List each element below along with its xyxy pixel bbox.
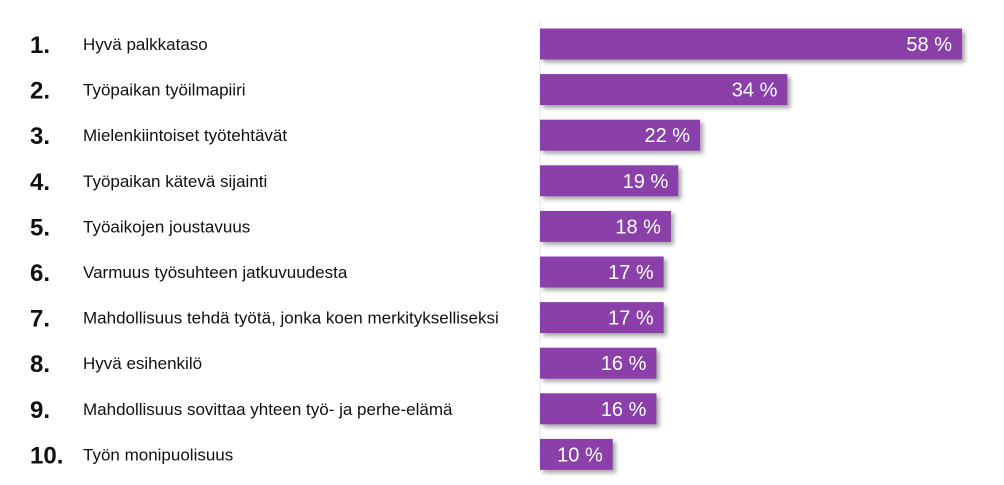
data-label: 22 % [644,125,690,147]
data-label: 17 % [608,308,654,330]
rank-number: 5. [30,214,50,241]
category-label: Työn monipuolisuus [83,445,233,464]
category-label: Varmuus työsuhteen jatkuvuudesta [83,263,348,282]
rank-number: 8. [30,351,50,378]
bar [540,347,657,379]
category-label: Hyvä esihenkilö [83,354,202,373]
category-label: Mahdollisuus sovittaa yhteen työ- ja per… [83,400,453,419]
category-label: Työaikojen joustavuus [83,217,250,236]
bar [540,210,671,242]
data-label: 17 % [608,262,654,284]
bar [540,165,679,197]
rank-number: 7. [30,306,50,333]
rank-number: 10. [30,442,63,469]
category-label: Työpaikan työilmapiiri [83,81,246,100]
bar [540,74,788,106]
data-label: 34 % [732,80,778,102]
rank-number: 1. [30,32,50,59]
bar [540,393,657,425]
category-label: Hyvä palkkataso [83,35,208,54]
bar [540,302,664,334]
data-label: 16 % [601,399,647,421]
bar [540,119,701,151]
rank-number: 4. [30,169,50,196]
category-label: Työpaikan kätevä sijainti [83,172,267,191]
data-label: 19 % [623,171,669,193]
data-label: 18 % [615,216,661,238]
rank-number: 9. [30,397,50,424]
bar [540,438,613,470]
rank-number: 6. [30,260,50,287]
data-label: 58 % [906,34,952,56]
bar [540,28,962,60]
category-label: Mahdollisuus tehdä työtä, jonka koen mer… [83,309,499,328]
data-label: 16 % [601,353,647,375]
bar [540,256,664,288]
category-label: Mielenkiintoiset työtehtävät [83,126,287,145]
rank-number: 2. [30,78,50,105]
rank-number: 3. [30,123,50,150]
data-label: 10 % [557,444,603,466]
